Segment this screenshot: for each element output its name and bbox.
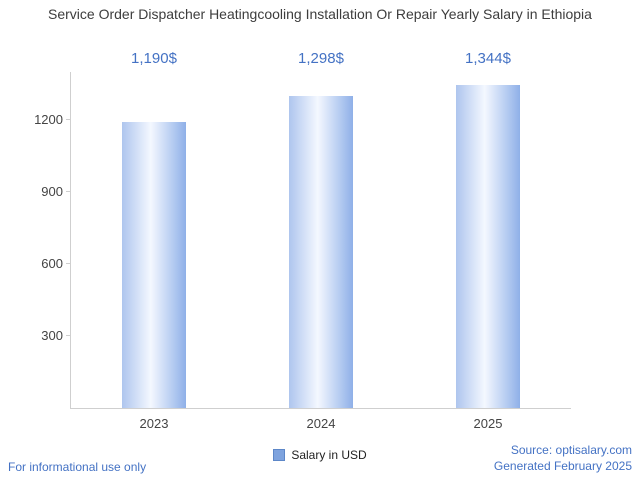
chart-title: Service Order Dispatcher Heatingcooling … <box>48 6 592 22</box>
x-axis-tick-label: 2024 <box>306 416 336 431</box>
legend: Salary in USD <box>0 448 640 462</box>
x-axis-tick-label: 2025 <box>473 416 503 431</box>
x-axis-tick-label: 2023 <box>139 416 169 431</box>
y-axis-tick-mark <box>66 119 71 120</box>
y-axis-tick-label: 1200 <box>34 112 63 127</box>
bar-2024 <box>289 96 353 408</box>
y-axis-tick-label: 900 <box>41 184 63 199</box>
bar-2025 <box>456 85 520 408</box>
y-axis-tick-label: 300 <box>41 328 63 343</box>
bar-value-label: 1,298$ <box>298 50 344 67</box>
legend-label: Salary in USD <box>291 448 367 462</box>
y-axis-tick-mark <box>66 263 71 264</box>
bar-value-label: 1,344$ <box>465 50 511 67</box>
plot-area: 300 600 900 1200 1,190$ 2023 1,298$ 2024 1,344$ 2… <box>34 50 571 431</box>
y-axis-tick-mark <box>66 191 71 192</box>
bar-2023 <box>122 122 186 408</box>
y-axis-tick-label: 600 <box>41 256 63 271</box>
legend-swatch-icon <box>273 449 286 461</box>
source-link[interactable]: Source: optisalary.com <box>510 443 632 457</box>
bar-value-label: 1,190$ <box>131 50 177 67</box>
footer-source-block: Source: optisalary.com Generated Februar… <box>494 442 632 474</box>
footer-disclaimer: For informational use only <box>8 460 147 474</box>
generated-date: Generated February 2025 <box>493 459 632 473</box>
y-axis-tick-mark <box>66 335 71 336</box>
